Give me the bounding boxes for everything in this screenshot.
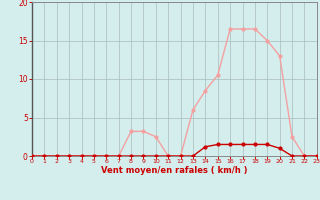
X-axis label: Vent moyen/en rafales ( km/h ): Vent moyen/en rafales ( km/h ) <box>101 166 248 175</box>
